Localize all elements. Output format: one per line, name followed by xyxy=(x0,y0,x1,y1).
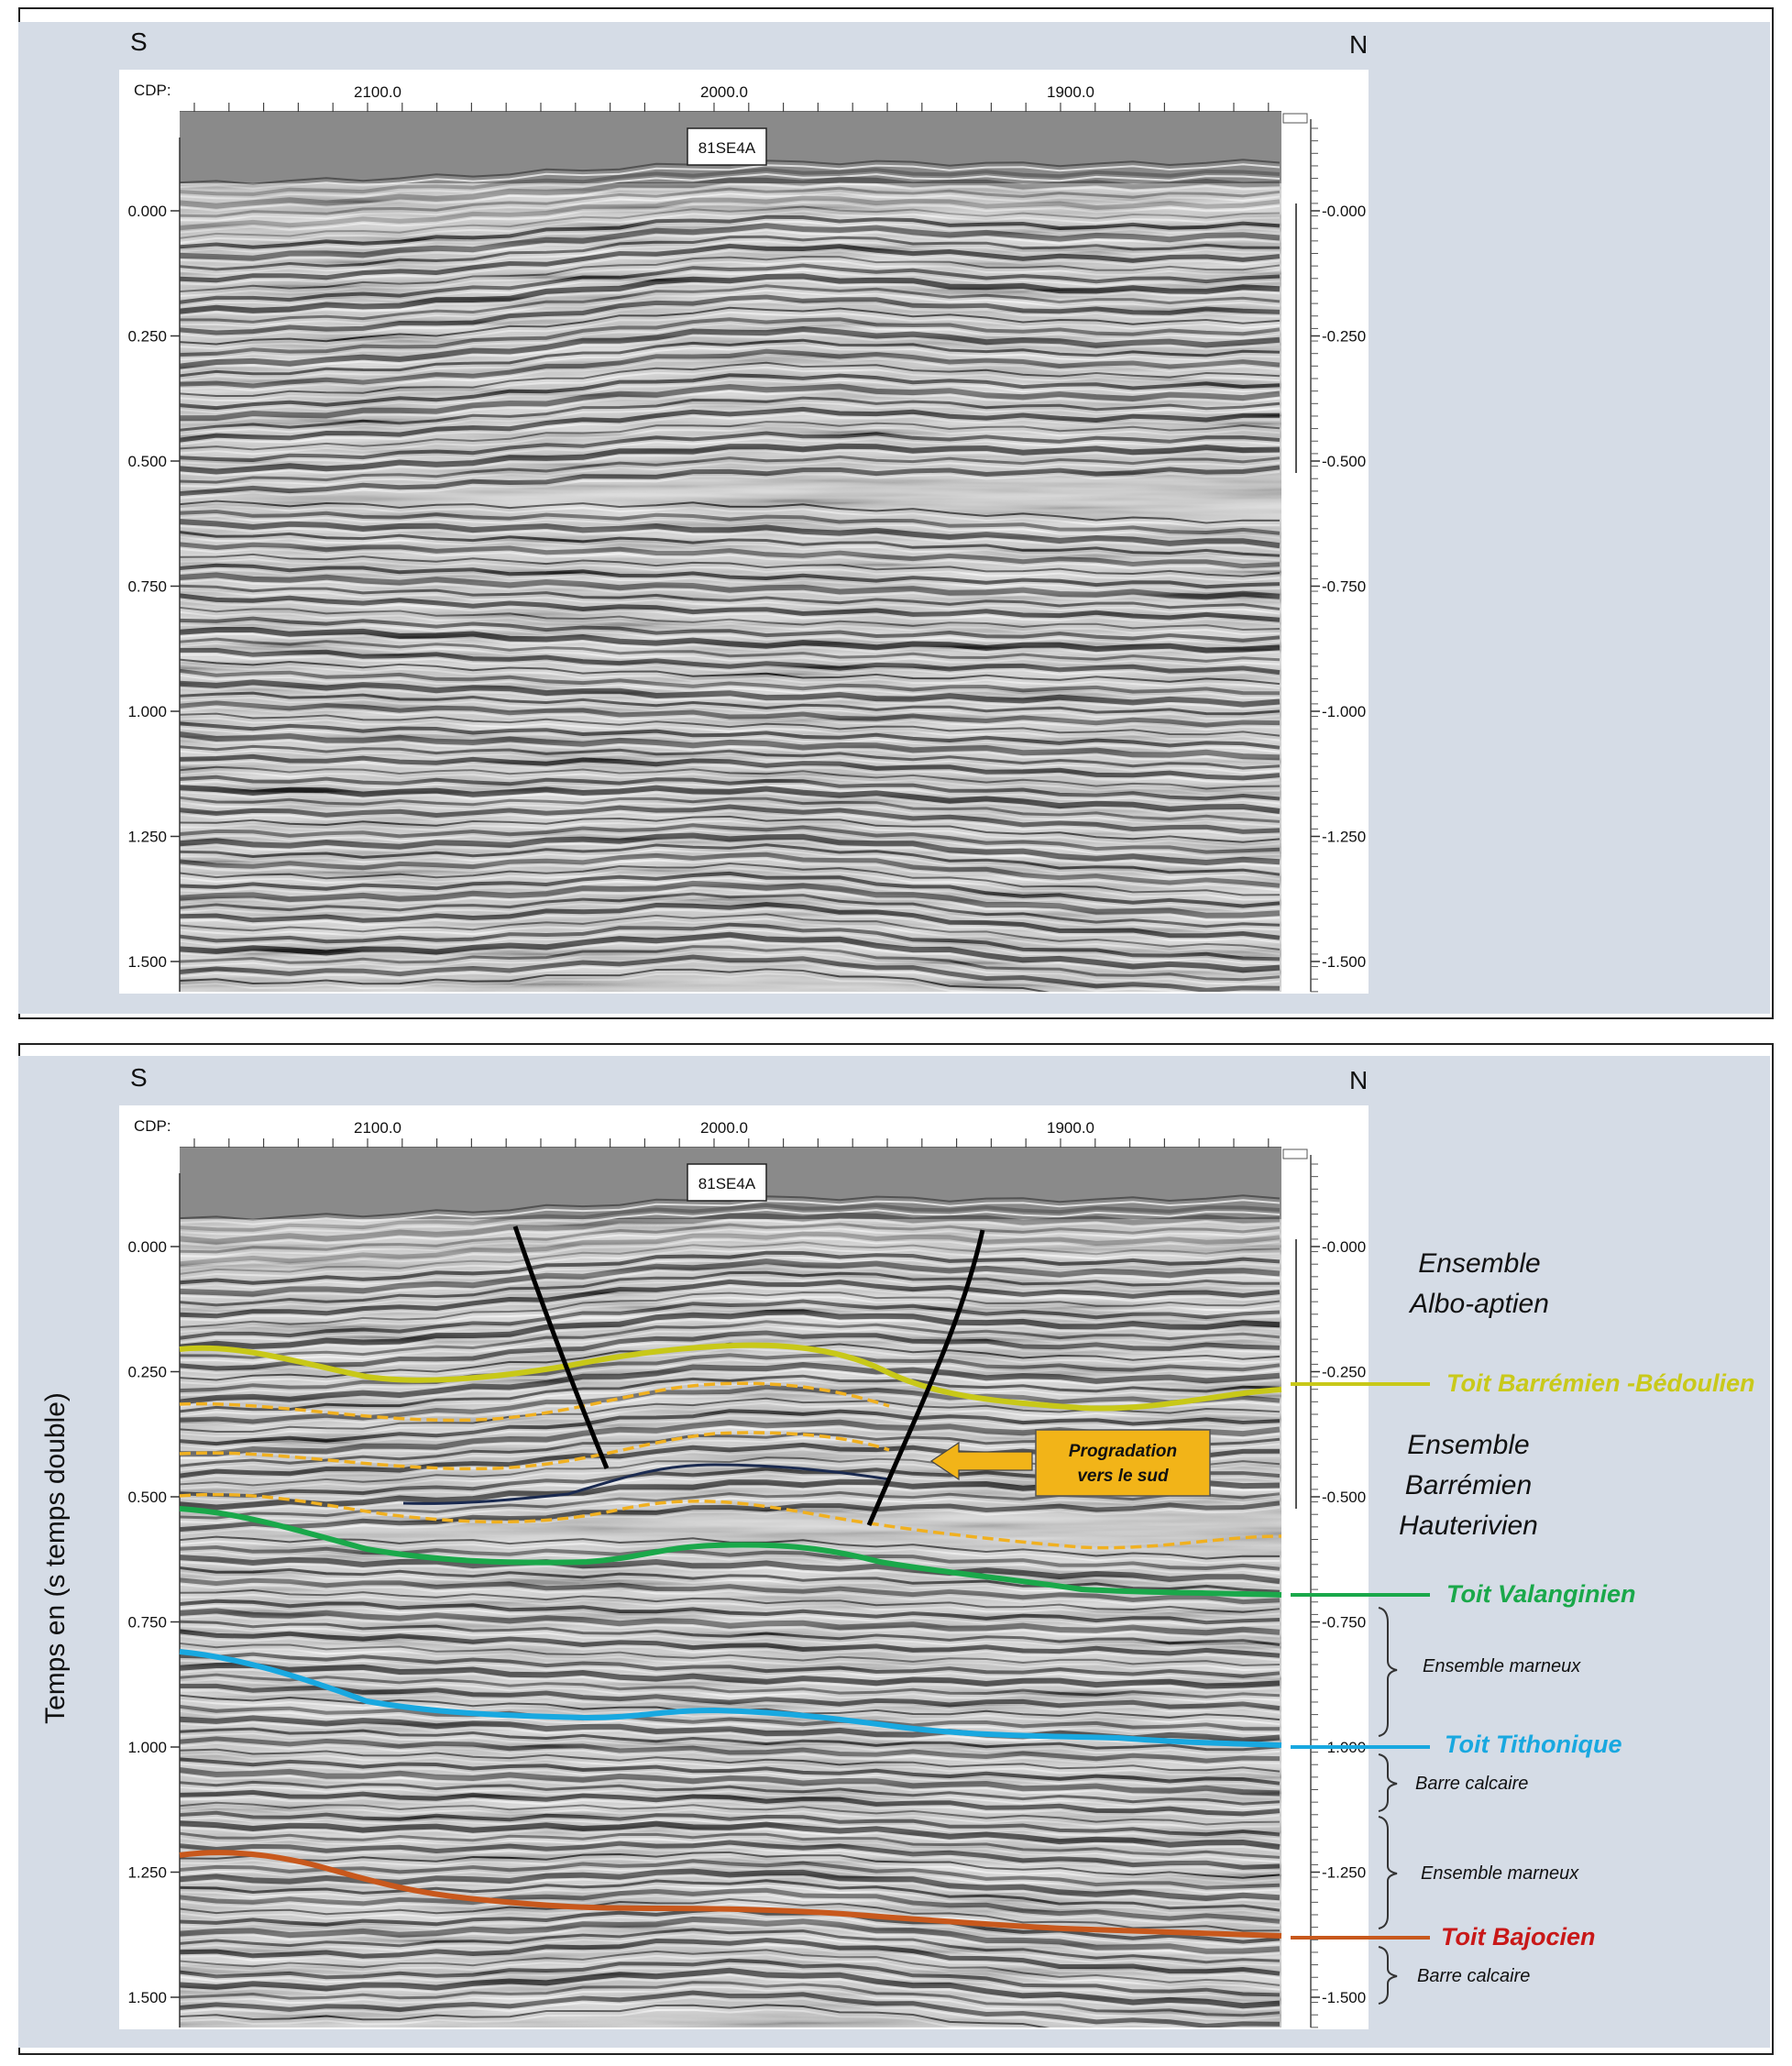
cdp-axis-label-2: CDP: xyxy=(134,1117,171,1135)
time-axis-right: -0.000 -0.250 -0.500 -0.750 -1.000 -1.250 -1.5… xyxy=(1282,113,1366,993)
north-label-2: N xyxy=(1349,1066,1368,1094)
time-tick-label-right: -1.500 xyxy=(1322,1989,1366,2006)
horizon-valanginien xyxy=(179,1506,1282,1598)
time-tick-label-right: -0.750 xyxy=(1322,1614,1366,1632)
progradation-label-1: Progradation xyxy=(1069,1442,1177,1461)
cdp-tick-label: 1900.0 xyxy=(1047,1119,1094,1137)
time-tick-label: 1.500 xyxy=(127,953,167,971)
time-tick-label-right: -1.250 xyxy=(1322,829,1366,846)
south-label-2: S xyxy=(130,1063,148,1092)
ensemble-barremien-label-1: Ensemble xyxy=(1407,1430,1529,1460)
label-toit-bajocien: Toit Bajocien xyxy=(1441,1923,1596,1951)
cdp-axis: 2100.0 2000.0 1900.0 xyxy=(193,83,1270,112)
time-tick-label: 0.500 xyxy=(127,453,167,470)
label-ensemble-marneux-2: Ensemble marneux xyxy=(1421,1863,1579,1884)
bracket-calcaire-1 xyxy=(1378,1753,1398,1812)
line-id-label: 81SE4A xyxy=(698,139,756,157)
bracket-calcaire-2 xyxy=(1378,1946,1398,2005)
time-tick-label-right: -0.250 xyxy=(1322,328,1366,346)
time-tick-label-right: -1.500 xyxy=(1322,953,1366,971)
label-toit-valanginien: Toit Valanginien xyxy=(1446,1580,1636,1608)
time-tick-label-right: -0.500 xyxy=(1322,1489,1366,1506)
label-ensemble-marneux-1: Ensemble marneux xyxy=(1423,1656,1581,1676)
cdp-tick-label: 2100.0 xyxy=(354,83,401,101)
time-tick-label: 1.250 xyxy=(127,829,167,846)
time-axis-right-2: -0.000-0.250-0.500-0.750-1.000-1.250-1.5… xyxy=(1282,1148,1366,2028)
time-tick-label-right: -0.500 xyxy=(1322,453,1366,470)
time-tick-label: 1.500 xyxy=(127,1989,167,2006)
time-tick-label-right: -0.000 xyxy=(1322,203,1366,220)
ensemble-albo-label-2: Albo-aptien xyxy=(1408,1289,1549,1319)
label-barre-calcaire-2: Barre calcaire xyxy=(1417,1966,1530,1986)
seismic-section-raw: S N CDP: 2100.0 2000.0 1900.0 81SE4A 0.000… xyxy=(119,27,1369,994)
time-tick-label-right: -0.000 xyxy=(1322,1238,1366,1256)
label-toit-tithonique: Toit Tithonique xyxy=(1445,1731,1622,1758)
horizon-intra-2 xyxy=(179,1431,890,1471)
label-barre-calcaire-1: Barre calcaire xyxy=(1415,1774,1528,1794)
time-axis-title: Temps en (s temps double) xyxy=(40,1392,71,1724)
south-label: S xyxy=(130,27,148,56)
scroll-handle xyxy=(1282,1148,1308,1159)
time-tick-label-right: -0.250 xyxy=(1322,1364,1366,1381)
cdp-axis-2: 2100.0 2000.0 1900.0 xyxy=(193,1119,1270,1148)
time-tick-label-right: -1.250 xyxy=(1322,1864,1366,1882)
line-id-box xyxy=(687,127,767,166)
time-tick-label: 0.750 xyxy=(127,1614,167,1632)
line-id-label-2: 81SE4A xyxy=(698,1175,756,1192)
horizon-intra-1 xyxy=(179,1381,890,1423)
time-axis-left: 0.000 0.250 0.500 0.750 1.000 1.250 1.500 xyxy=(127,137,181,992)
time-tick-label: 0.500 xyxy=(127,1489,167,1506)
seismic-section-interpreted: S N Temps en (s temps double) CDP: 2100.… xyxy=(40,1063,1755,2029)
horizon-barremien xyxy=(179,1342,1282,1412)
progradation-label-2: vers le sud xyxy=(1077,1467,1169,1486)
time-tick-label: 1.000 xyxy=(127,1739,167,1756)
cdp-tick-label: 2100.0 xyxy=(354,1119,401,1137)
time-tick-label: 0.250 xyxy=(127,328,167,346)
cdp-tick-label: 1900.0 xyxy=(1047,83,1094,101)
fault-2 xyxy=(866,1229,985,1526)
ensemble-albo-label-1: Ensemble xyxy=(1418,1248,1540,1279)
time-tick-label: 1.250 xyxy=(127,1864,167,1882)
time-tick-label: 0.000 xyxy=(127,1238,167,1256)
scroll-handle xyxy=(1282,113,1308,124)
time-tick-label: 0.250 xyxy=(127,1364,167,1381)
label-toit-barremien: Toit Barrémien -Bédoulien xyxy=(1446,1369,1755,1397)
bracket-marneux-2 xyxy=(1378,1816,1398,1929)
time-tick-label: 0.000 xyxy=(127,203,167,220)
ensemble-barremien-label-3: Hauterivien xyxy=(1399,1511,1538,1541)
time-tick-label-right: -0.750 xyxy=(1322,578,1366,596)
time-tick-label-right: -1.000 xyxy=(1322,703,1366,720)
cdp-tick-label: 2000.0 xyxy=(700,1119,748,1137)
time-tick-label: 0.750 xyxy=(127,578,167,596)
downlap-surface xyxy=(402,1463,890,1505)
time-axis-left-2: 0.000 0.250 0.500 0.750 1.000 1.250 1.500 xyxy=(127,1173,181,2028)
cdp-tick-label: 2000.0 xyxy=(700,83,748,101)
north-label: N xyxy=(1349,30,1368,59)
fault-1 xyxy=(512,1225,610,1469)
ensemble-barremien-label-2: Barrémien xyxy=(1405,1470,1532,1500)
line-id-box-2 xyxy=(687,1163,767,1202)
progradation-arrow-icon xyxy=(929,1441,1033,1481)
time-tick-label: 1.000 xyxy=(127,703,167,720)
cdp-axis-label: CDP: xyxy=(134,82,171,99)
bracket-marneux-1 xyxy=(1378,1607,1398,1737)
horizon-bajocien xyxy=(179,1850,1282,1939)
horizon-tithonique xyxy=(179,1649,1282,1748)
progradation-box xyxy=(1035,1429,1211,1497)
